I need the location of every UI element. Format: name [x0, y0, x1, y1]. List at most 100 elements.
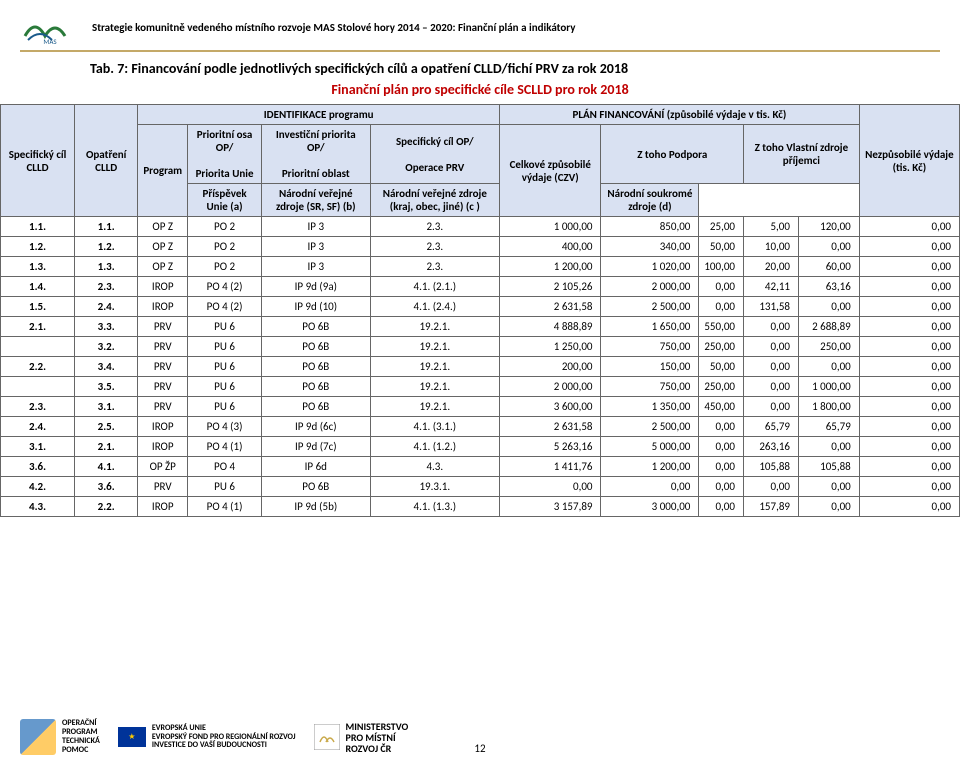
table-cell: 1.1.: [75, 217, 138, 237]
table-cell: PU 6: [188, 377, 262, 397]
table-cell: IROP: [138, 297, 188, 317]
table-cell: IP 3: [261, 257, 370, 277]
th-zpod: Z toho Podpora: [601, 125, 743, 184]
table-row: 2.1.3.3.PRVPU 6PO 6B19.2.1.4 888,891 650…: [1, 317, 960, 337]
th-nvz: Národní veřejné zdroje (SR, SF) (b): [261, 184, 370, 217]
mas-logo: MAS: [20, 8, 80, 46]
table-body: 1.1.1.1.OP ZPO 2IP 32.3.1 000,00850,0025…: [1, 217, 960, 517]
th-ua: Příspěvek Unie (a): [188, 184, 262, 217]
table-cell: 250,00: [699, 337, 744, 357]
table-cell: 3.6.: [75, 477, 138, 497]
th-posa: Prioritní osa OP/Priorita Unie: [188, 125, 262, 184]
table-row: 1.2.1.2.OP ZPO 2IP 32.3.400,00340,0050,0…: [1, 237, 960, 257]
table-cell: 1 650,00: [601, 317, 699, 337]
table-cell: 19.3.1.: [370, 477, 499, 497]
eu-logo-block: ★ EVROPSKÁ UNIE EVROPSKÝ FOND PRO REGION…: [118, 724, 296, 750]
table-cell: 5 263,16: [500, 437, 601, 457]
table-cell: IP 9d (7c): [261, 437, 370, 457]
table-cell: 131,58: [743, 297, 798, 317]
table-cell: 0,00: [699, 297, 744, 317]
table-cell: 1 200,00: [500, 257, 601, 277]
table-cell: 2.1.: [1, 317, 75, 337]
table-row: 3.5.PRVPU 6PO 6B19.2.1.2 000,00750,00250…: [1, 377, 960, 397]
table-cell: IROP: [138, 277, 188, 297]
table-cell: 0,00: [798, 437, 859, 457]
table-cell: IP 9d (5b): [261, 497, 370, 517]
table-cell: PO 4: [188, 457, 262, 477]
table-cell: PU 6: [188, 397, 262, 417]
table-cell: 2.3.: [1, 397, 75, 417]
th-prog: Program: [138, 125, 188, 217]
table-cell: 2 500,00: [601, 417, 699, 437]
table-cell: 25,00: [699, 217, 744, 237]
table-cell: 3 000,00: [601, 497, 699, 517]
table-cell: 2.4.: [1, 417, 75, 437]
table-cell: 250,00: [798, 337, 859, 357]
th-zvlast: Z toho Vlastní zdroje příjemci: [743, 125, 859, 184]
table-cell: 150,00: [601, 357, 699, 377]
table-cell: OP ŽP: [138, 457, 188, 477]
table-cell: 3.2.: [75, 337, 138, 357]
th-plan: PLÁN FINANCOVÁNÍ (způsobilé výdaje v tis…: [500, 105, 860, 125]
table-cell: 3 157,89: [500, 497, 601, 517]
table-cell: 0,00: [859, 497, 959, 517]
header-rule: [20, 50, 940, 52]
table-cell: PRV: [138, 357, 188, 377]
table-cell: IROP: [138, 497, 188, 517]
table-cell: IP 6d: [261, 457, 370, 477]
op-program-logo: OPERAČNÍ PROGRAM TECHNICKÁ POMOC: [20, 719, 100, 755]
mmr-label: MINISTERSTVO PRO MÍSTNÍ ROZVOJ ČR: [346, 721, 409, 754]
table-cell: 3.3.: [75, 317, 138, 337]
table-cell: PO 2: [188, 237, 262, 257]
table-row: 1.5.2.4.IROPPO 4 (2)IP 9d (10)4.1. (2.4.…: [1, 297, 960, 317]
op-logo-icon: [20, 719, 56, 755]
table-row: 1.1.1.1.OP ZPO 2IP 32.3.1 000,00850,0025…: [1, 217, 960, 237]
eu-label: EVROPSKÁ UNIE EVROPSKÝ FOND PRO REGIONÁL…: [152, 724, 296, 750]
table-cell: 60,00: [798, 257, 859, 277]
th-czv: Celkové způsobilé výdaje (CZV): [500, 125, 601, 217]
table-head: Specifický cíl CLLD Opatření CLLD IDENTI…: [1, 105, 960, 217]
table-cell: 2.5.: [75, 417, 138, 437]
table-row: 2.3.3.1.PRVPU 6PO 6B19.2.1.3 600,001 350…: [1, 397, 960, 417]
table-cell: 4.1. (1.2.): [370, 437, 499, 457]
table-cell: PO 4 (2): [188, 297, 262, 317]
table-row: 3.1.2.1.IROPPO 4 (1)IP 9d (7c)4.1. (1.2.…: [1, 437, 960, 457]
table-subtitle: Finanční plán pro specifické cíle SCLLD …: [0, 79, 960, 104]
table-cell: IP 9d (6c): [261, 417, 370, 437]
table-cell: 0,00: [859, 217, 959, 237]
table-cell: 1.1.: [1, 217, 75, 237]
th-nvk: Národní veřejné zdroje (kraj, obec, jiné…: [370, 184, 499, 217]
th-nsz: Národní soukromé zdroje (d): [601, 184, 699, 217]
table-cell: 4 888,89: [500, 317, 601, 337]
table-cell: 2 631,58: [500, 417, 601, 437]
table-cell: PO 4 (2): [188, 277, 262, 297]
table-cell: 0,00: [798, 497, 859, 517]
table-cell: 1.3.: [1, 257, 75, 277]
table-row: 4.3.2.2.IROPPO 4 (1)IP 9d (5b)4.1. (1.3.…: [1, 497, 960, 517]
table-cell: PRV: [138, 337, 188, 357]
table-cell: 4.1. (3.1.): [370, 417, 499, 437]
table-cell: 0,00: [798, 357, 859, 377]
table-cell: 4.2.: [1, 477, 75, 497]
table-cell: 0,00: [859, 377, 959, 397]
table-cell: PO 6B: [261, 397, 370, 417]
table-cell: 0,00: [743, 317, 798, 337]
table-caption: Tab. 7: Financování podle jednotlivých s…: [0, 58, 960, 79]
table-cell: 0,00: [743, 477, 798, 497]
table-cell: 0,00: [699, 437, 744, 457]
table-cell: 1 350,00: [601, 397, 699, 417]
table-cell: PRV: [138, 397, 188, 417]
table-cell: 2.2.: [1, 357, 75, 377]
table-cell: PRV: [138, 377, 188, 397]
table-cell: 19.2.1.: [370, 357, 499, 377]
table-cell: 5 000,00: [601, 437, 699, 457]
table-cell: 4.1. (2.1.): [370, 277, 499, 297]
table-cell: 1 020,00: [601, 257, 699, 277]
table-cell: 0,00: [743, 337, 798, 357]
table-cell: IROP: [138, 437, 188, 457]
table-cell: 0,00: [859, 257, 959, 277]
table-row: 2.2.3.4.PRVPU 6PO 6B19.2.1.200,00150,005…: [1, 357, 960, 377]
table-cell: 2.4.: [75, 297, 138, 317]
table-cell: OP Z: [138, 217, 188, 237]
table-cell: PRV: [138, 477, 188, 497]
